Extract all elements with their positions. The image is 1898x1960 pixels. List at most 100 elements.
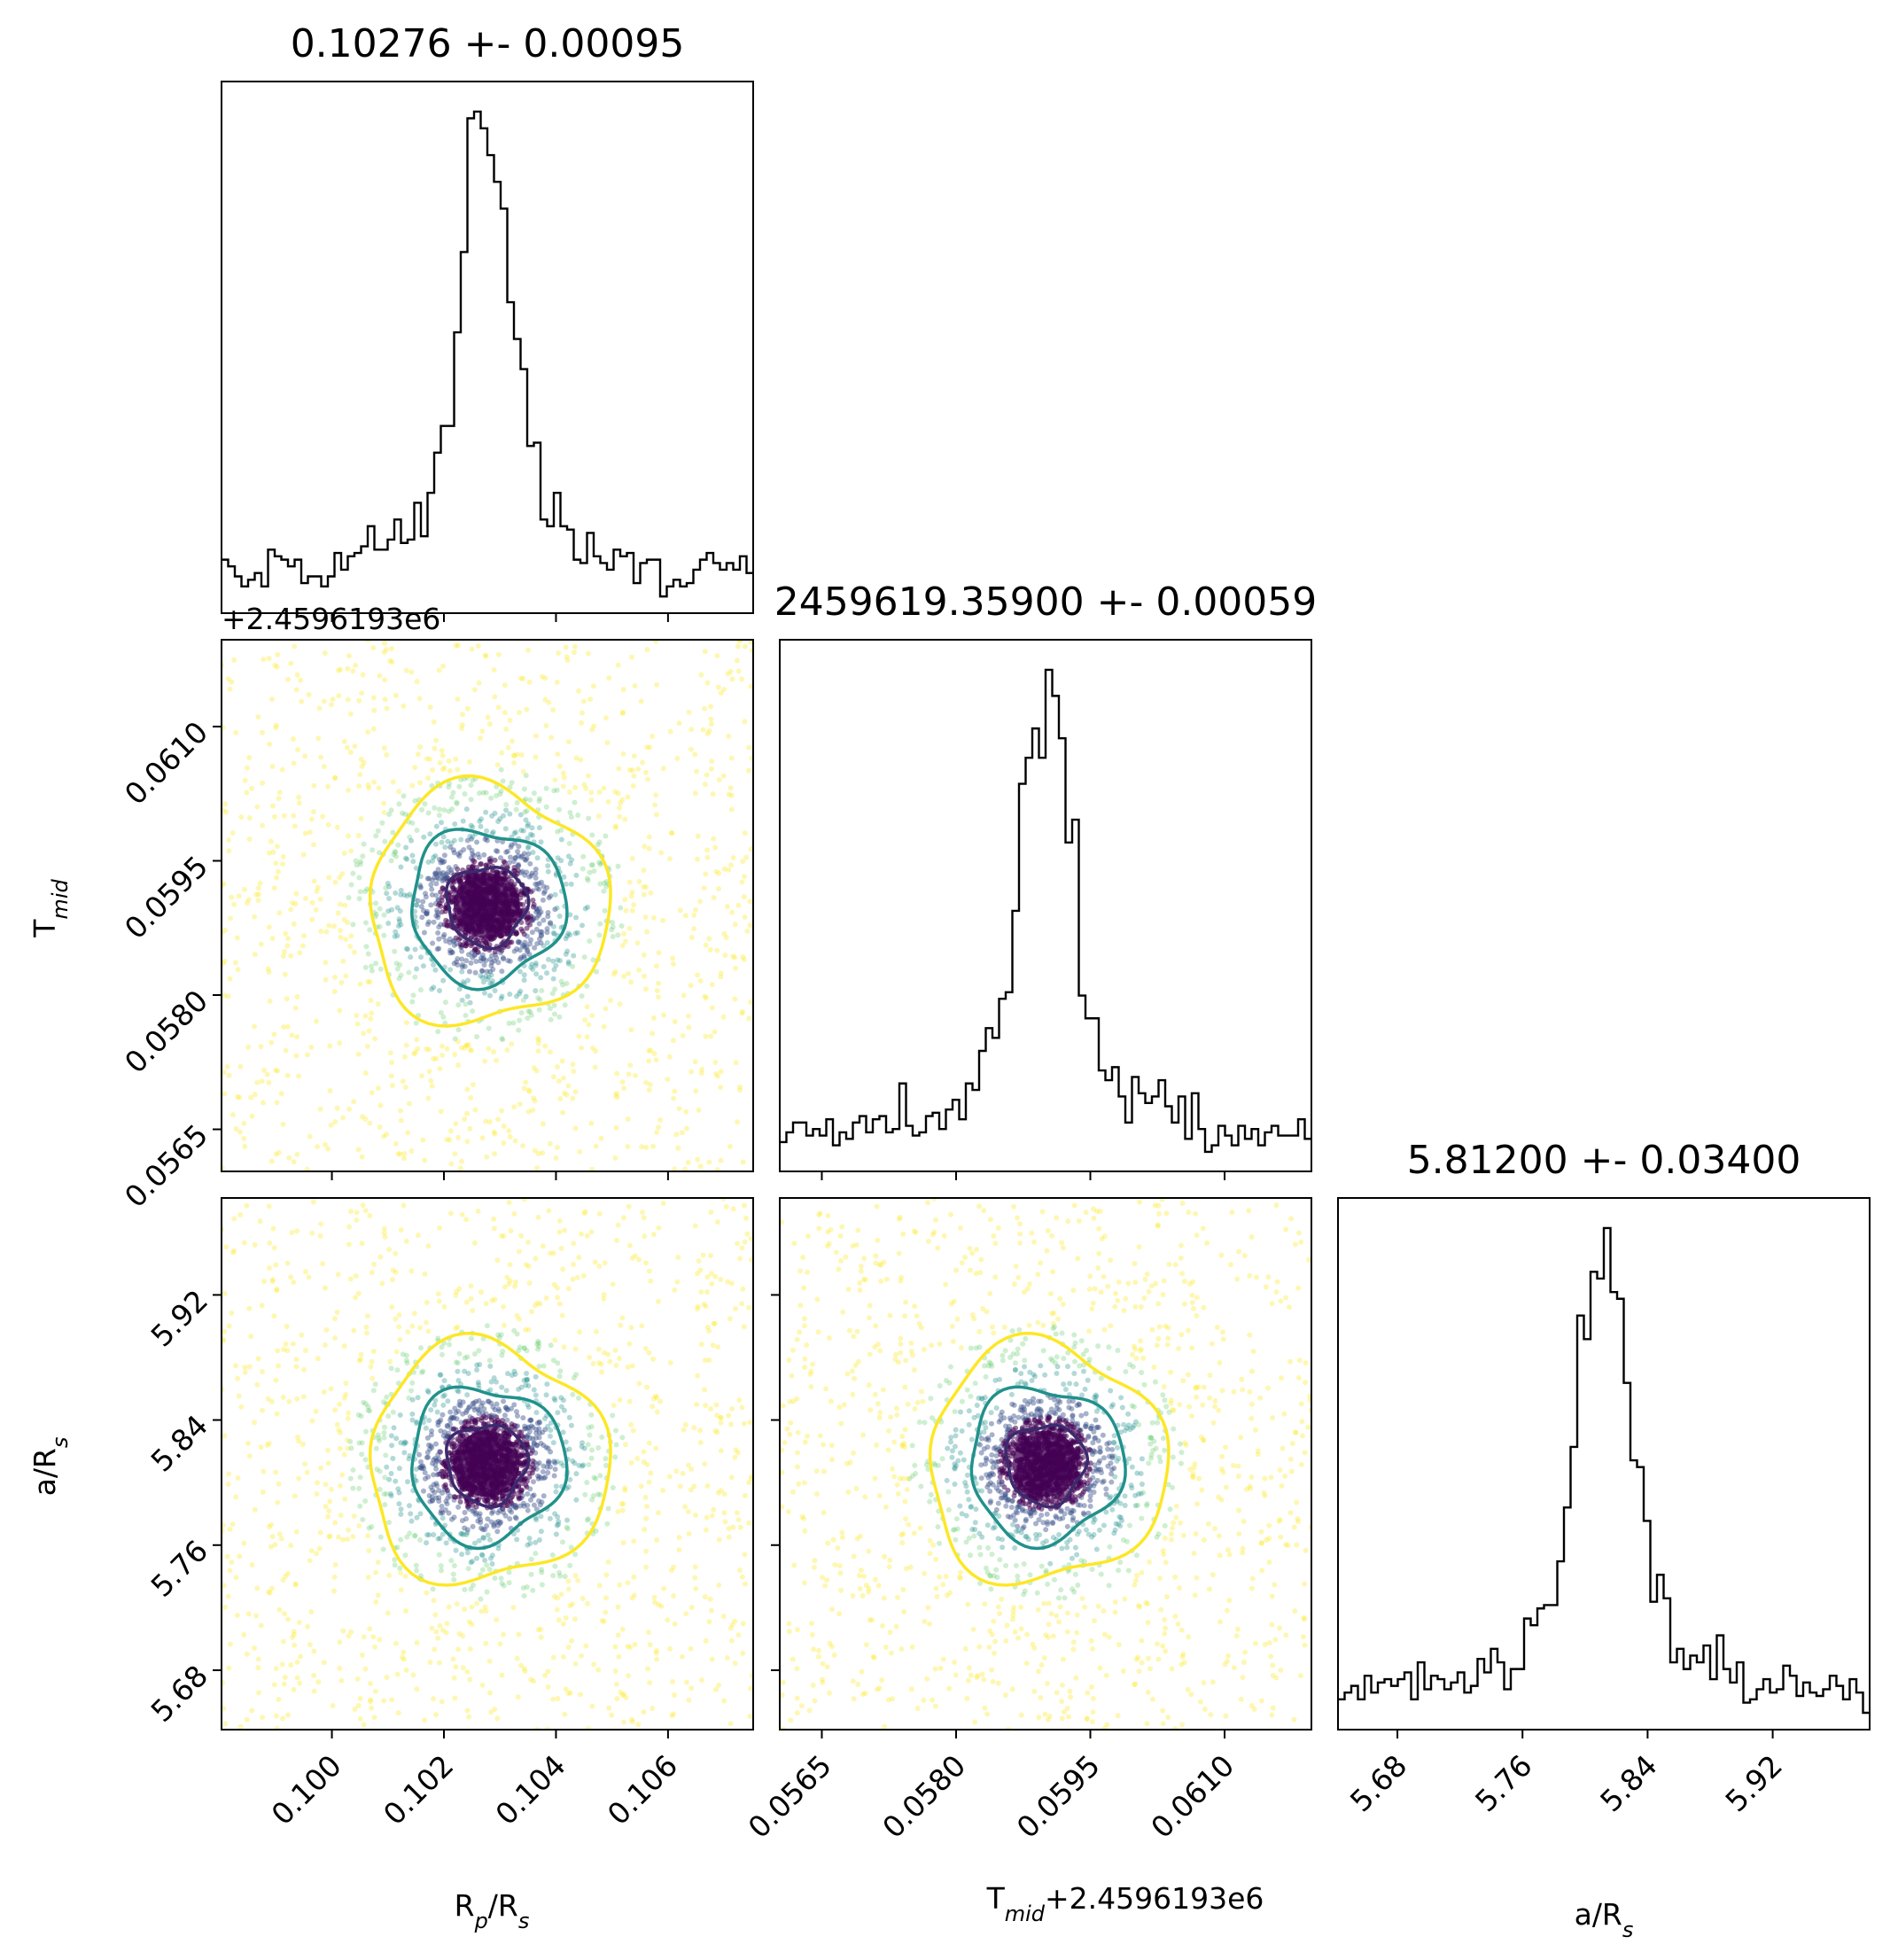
sample-point — [626, 1341, 633, 1347]
sample-point — [393, 929, 399, 935]
sample-point — [372, 1381, 378, 1388]
sample-point — [563, 644, 569, 650]
sample-point — [642, 973, 648, 979]
sample-point — [420, 1368, 426, 1374]
sample-point — [373, 1445, 379, 1451]
sample-point — [527, 1417, 533, 1423]
sample-point — [430, 1487, 436, 1493]
sample-point — [522, 1668, 528, 1675]
sample-point — [621, 930, 627, 937]
sample-point — [528, 1571, 534, 1577]
sample-point — [357, 772, 363, 778]
sample-point — [591, 723, 597, 729]
sample-point — [486, 992, 493, 999]
sample-point — [648, 890, 654, 896]
sample-point — [526, 1088, 533, 1094]
sample-point — [516, 1248, 522, 1255]
sample-point — [427, 1498, 433, 1505]
sample-point — [465, 1405, 471, 1412]
sample-point — [426, 1492, 432, 1498]
sample-point — [232, 1363, 238, 1369]
sample-point — [463, 1042, 470, 1048]
sample-point — [317, 1529, 323, 1536]
sample-point — [246, 836, 253, 842]
sample-point — [511, 865, 517, 871]
sample-point — [499, 1036, 505, 1042]
sample-point — [317, 1233, 323, 1239]
sample-point — [546, 1458, 552, 1464]
sample-point — [251, 1023, 257, 1030]
sample-point — [499, 1384, 505, 1390]
sample-point — [294, 1396, 300, 1402]
sample-point — [612, 1347, 618, 1353]
sample-point — [392, 1562, 398, 1568]
sample-point — [397, 908, 403, 914]
sample-point — [361, 1031, 367, 1037]
sample-point — [736, 640, 743, 644]
sample-point — [290, 1341, 296, 1347]
sample-point — [381, 1435, 387, 1441]
sample-point — [642, 1527, 648, 1533]
sample-point — [550, 707, 556, 713]
sample-point — [273, 1713, 279, 1719]
sample-point — [484, 968, 490, 975]
sample-point — [650, 1404, 656, 1410]
sample-point — [536, 1460, 542, 1466]
sample-point — [497, 816, 503, 822]
sample-point — [386, 896, 393, 902]
sample-point — [465, 952, 471, 958]
sample-point — [310, 809, 316, 815]
sample-point — [734, 1510, 740, 1516]
sample-point — [573, 914, 580, 921]
sample-point — [402, 855, 408, 861]
sample-point — [548, 920, 554, 926]
sample-point — [463, 1516, 469, 1522]
sample-point — [340, 1115, 346, 1121]
sample-point — [323, 1326, 330, 1333]
sample-point — [280, 1394, 286, 1400]
sample-point — [567, 1603, 573, 1609]
sample-point — [478, 1552, 485, 1558]
sample-point — [535, 1346, 541, 1352]
sample-point — [523, 796, 529, 802]
sample-point — [409, 1396, 416, 1403]
sample-point — [482, 1604, 488, 1610]
sample-point — [401, 1439, 408, 1445]
sample-point — [558, 1395, 564, 1401]
sample-point — [707, 1252, 713, 1258]
sample-point — [581, 782, 587, 788]
sample-point — [332, 775, 338, 782]
sample-point — [480, 1535, 486, 1541]
sample-point — [502, 1513, 509, 1519]
sample-point — [274, 1725, 280, 1730]
sample-point — [729, 909, 735, 915]
sample-point — [653, 1395, 659, 1401]
sample-point — [495, 1545, 502, 1552]
sample-point — [492, 1575, 498, 1582]
sample-point — [523, 1382, 529, 1388]
sample-point — [557, 1096, 564, 1102]
sample-point — [510, 1020, 517, 1026]
sample-point — [413, 1020, 419, 1026]
sample-point — [438, 1372, 444, 1378]
sample-point — [522, 945, 528, 951]
sample-point — [501, 1631, 507, 1637]
sample-point — [691, 912, 697, 918]
sample-point — [355, 1147, 362, 1153]
sample-point — [517, 1503, 524, 1509]
sample-point — [468, 1295, 474, 1302]
sample-point — [554, 787, 560, 793]
sample-point — [713, 868, 720, 875]
sample-point — [455, 937, 462, 943]
sample-point — [721, 1698, 727, 1704]
sample-point — [654, 1647, 660, 1653]
sample-point — [388, 1365, 394, 1372]
sample-point — [465, 977, 471, 984]
sample-point — [533, 1442, 540, 1448]
sample-point — [472, 946, 478, 953]
sample-point — [592, 1259, 598, 1265]
sample-point — [595, 1491, 601, 1497]
sample-point — [384, 1675, 390, 1681]
sample-point — [660, 917, 666, 923]
sample-point — [546, 956, 552, 962]
